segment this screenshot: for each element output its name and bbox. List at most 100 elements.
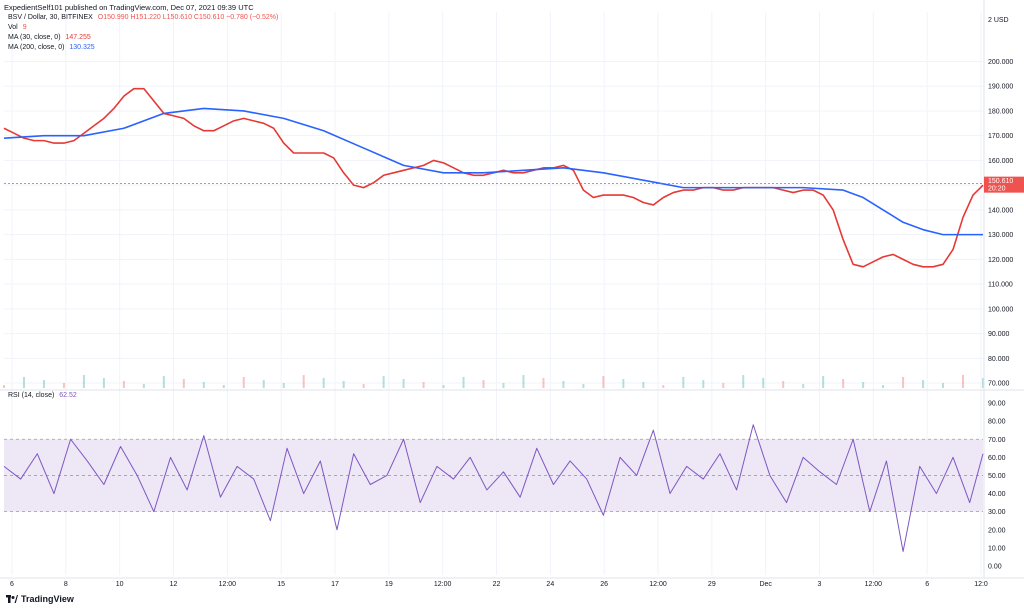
volume-bar bbox=[782, 381, 785, 388]
volume-bar bbox=[182, 379, 185, 388]
time-tick-label: 15 bbox=[277, 581, 285, 588]
volume-bar bbox=[962, 375, 965, 388]
price-tick-label: 180.000 bbox=[988, 108, 1013, 115]
volume-bar bbox=[302, 375, 305, 388]
volume-bars bbox=[3, 375, 984, 388]
volume-bar bbox=[842, 379, 845, 388]
volume-bar bbox=[522, 375, 525, 388]
rsi-line bbox=[3, 424, 984, 552]
legend-volume-row: Vol 9 bbox=[8, 24, 27, 31]
volume-bar bbox=[602, 376, 605, 388]
volume-bar bbox=[442, 385, 445, 388]
legend-rsi-label: RSI (14, close) bbox=[8, 392, 55, 399]
rsi-tick-label: 30.00 bbox=[988, 509, 1006, 516]
time-tick-label: 8 bbox=[64, 581, 68, 588]
time-tick-label: 24 bbox=[546, 581, 554, 588]
time-tick-label: 12:0 bbox=[974, 581, 988, 588]
volume-bar bbox=[42, 380, 45, 388]
legend-rsi-value: 62.52 bbox=[59, 392, 77, 399]
rsi-tick-label: 0.00 bbox=[988, 563, 1002, 570]
price-tick-label: 170.000 bbox=[988, 133, 1013, 140]
volume-bar bbox=[3, 385, 5, 388]
volume-bar bbox=[202, 382, 205, 388]
volume-bar bbox=[682, 377, 685, 388]
volume-bar bbox=[802, 384, 805, 388]
price-tick-label: 90.000 bbox=[988, 331, 1010, 338]
volume-bar bbox=[582, 384, 585, 388]
axes: 200.000 190.000 180.000 170.000 160.000 15 0.0… bbox=[0, 0, 1024, 588]
volume-bar bbox=[102, 378, 105, 388]
volume-bar bbox=[82, 375, 85, 388]
rsi-tick-label: 10.00 bbox=[988, 545, 1006, 552]
ma200-line bbox=[3, 107, 983, 236]
volume-bar bbox=[462, 377, 465, 388]
tradingview-brand[interactable]: TradingView bbox=[6, 594, 74, 604]
time-tick-label: 3 bbox=[818, 581, 822, 588]
volume-bar bbox=[922, 380, 925, 388]
volume-bar bbox=[942, 383, 945, 388]
volume-bar bbox=[22, 377, 25, 388]
time-tick-label: 17 bbox=[331, 581, 339, 588]
legend-ma30-value: 147.255 bbox=[65, 34, 91, 41]
legend-ohlc: O150.990 H151.220 L150.610 C150.610 −0.7… bbox=[97, 14, 279, 21]
volume-bar bbox=[402, 379, 405, 388]
volume-bar bbox=[162, 376, 165, 388]
time-tick-label: 12 bbox=[170, 581, 178, 588]
volume-bar bbox=[662, 385, 665, 388]
volume-bar bbox=[862, 382, 865, 388]
ma30-line bbox=[3, 87, 984, 268]
time-tick-label: 12:00 bbox=[219, 581, 237, 588]
time-tick-label: 22 bbox=[493, 581, 501, 588]
legend-symbol: BSV / Dollar, 30, BITFINEX bbox=[8, 14, 93, 21]
legend-ma30-label: MA (30, close, 0) bbox=[8, 34, 61, 41]
time-tick-label: Dec bbox=[759, 581, 772, 588]
legend-vol-value: 9 bbox=[22, 24, 27, 31]
time-tick-label: 29 bbox=[708, 581, 716, 588]
rsi-tick-label: 60.00 bbox=[988, 455, 1006, 462]
volume-bar bbox=[282, 383, 285, 388]
volume-bar bbox=[982, 378, 984, 388]
rsi-tick-label: 90.00 bbox=[988, 401, 1006, 408]
last-price-value: 150.610 bbox=[988, 178, 1013, 185]
time-tick-label: 10 bbox=[116, 581, 124, 588]
volume-bar bbox=[882, 385, 885, 388]
volume-bar bbox=[422, 382, 425, 388]
volume-bar bbox=[502, 383, 505, 388]
volume-bar bbox=[242, 377, 245, 388]
rsi-tick-label: 40.00 bbox=[988, 491, 1006, 498]
rsi-tick-label: 80.00 bbox=[988, 419, 1006, 426]
tradingview-logo-icon bbox=[6, 595, 18, 603]
volume-bar bbox=[902, 377, 905, 388]
rsi-pane bbox=[3, 424, 984, 552]
price-tick-label: 140.000 bbox=[988, 207, 1013, 214]
price-tick-label: 100.000 bbox=[988, 306, 1013, 313]
volume-bar bbox=[702, 380, 705, 388]
volume-bar bbox=[762, 378, 765, 388]
time-tick-label: 12:00 bbox=[434, 581, 452, 588]
volume-bar bbox=[722, 383, 725, 388]
legend-ma200-label: MA (200, close, 0) bbox=[8, 44, 65, 51]
legend-ma200-row[interactable]: MA (200, close, 0) 130.325 bbox=[8, 44, 95, 51]
rsi-tick-label: 20.00 bbox=[988, 527, 1006, 534]
legend-vol-label: Vol bbox=[8, 24, 18, 31]
price-tick-label: 130.000 bbox=[988, 232, 1013, 239]
volume-bar bbox=[622, 379, 625, 388]
price-tick-label: 110.000 bbox=[988, 282, 1013, 289]
volume-bar bbox=[342, 381, 345, 388]
legend-rsi-row[interactable]: RSI (14, close) 62.52 bbox=[8, 392, 77, 399]
time-tick-label: 12:00 bbox=[865, 581, 883, 588]
price-series-lines bbox=[3, 87, 984, 268]
price-unit-label: 2 USD bbox=[988, 17, 1009, 24]
legend-ma200-value: 130.325 bbox=[69, 44, 95, 51]
price-tick-label: 80.000 bbox=[988, 356, 1010, 363]
price-tick-label: 120.000 bbox=[988, 257, 1013, 264]
volume-bar bbox=[822, 376, 825, 388]
volume-bar bbox=[322, 378, 325, 388]
tradingview-brand-label: TradingView bbox=[21, 594, 74, 604]
last-price-timer: 20:20 bbox=[988, 186, 1006, 193]
volume-bar bbox=[122, 381, 125, 388]
volume-bar bbox=[62, 383, 65, 388]
price-tick-label: 190.000 bbox=[988, 84, 1013, 91]
legend-ma30-row[interactable]: MA (30, close, 0) 147.255 bbox=[8, 34, 91, 41]
